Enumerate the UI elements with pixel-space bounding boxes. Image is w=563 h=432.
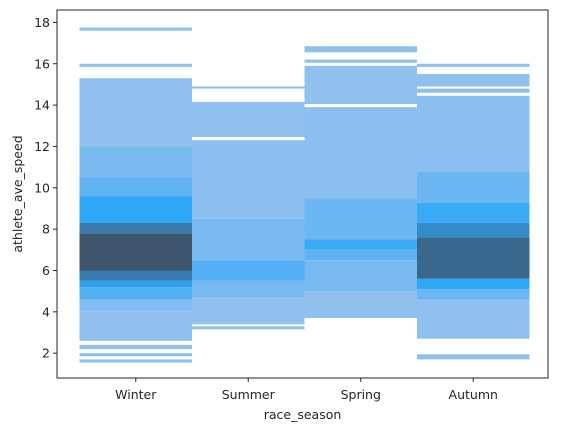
histogram-cell [79, 146, 192, 178]
histogram-cell [79, 222, 192, 234]
histogram-cell [79, 280, 192, 288]
x-tick-label-autumn: Autumn [449, 387, 498, 402]
histogram-cell [192, 102, 305, 138]
histogram-cell [417, 289, 530, 300]
column-spring [304, 46, 417, 319]
histogram-cell [417, 88, 530, 93]
y-axis: 2 4 6 8 10 12 14 16 18 [34, 15, 57, 361]
y-tick-label: 2 [42, 346, 50, 361]
histogram-cell [417, 202, 530, 223]
y-tick-label: 4 [42, 304, 50, 319]
histogram-cell [304, 107, 417, 199]
histogram-cell [417, 74, 530, 87]
x-axis: Winter Summer Spring Autumn [115, 378, 498, 402]
histogram-cell [192, 86, 305, 89]
histogram-cell [304, 198, 417, 240]
y-tick-label: 14 [34, 98, 50, 113]
histogram-cell [417, 222, 530, 238]
y-tick-label: 16 [34, 56, 50, 71]
y-tick-label: 10 [34, 180, 50, 195]
y-tick-label: 8 [42, 222, 50, 237]
histogram-cell [79, 177, 192, 197]
histogram-cell [417, 63, 530, 67]
histogram-cell [417, 171, 530, 203]
histogram-cell [417, 95, 530, 172]
histogram-cell [304, 65, 417, 105]
histogram-cell [417, 354, 530, 360]
histogram-cell [79, 233, 192, 271]
y-tick-label: 18 [34, 15, 50, 30]
histogram-cell [192, 326, 305, 330]
histogram-cell [417, 278, 530, 290]
histogram-cell [79, 311, 192, 341]
column-winter [79, 27, 192, 363]
column-summer [192, 86, 305, 330]
x-tick-label-summer: Summer [222, 387, 276, 402]
histogram-cell [417, 299, 530, 339]
histogram-cell [79, 299, 192, 312]
histogram-cell [192, 280, 305, 298]
histogram-cell [304, 291, 417, 319]
y-tick-label: 6 [42, 263, 50, 278]
plot-area [79, 27, 530, 363]
histogram-cell [79, 63, 192, 67]
histogram-cell [192, 218, 305, 261]
histogram-cell [304, 249, 417, 261]
column-autumn [417, 63, 530, 360]
histogram-cell [304, 59, 417, 63]
histogram-cell [79, 359, 192, 363]
histogram-cell [79, 353, 192, 357]
histogram-cell [304, 260, 417, 292]
histogram-cell [192, 297, 305, 323]
histogram-cell [304, 46, 417, 53]
histogram-cell [192, 322, 305, 325]
histogram-cell [192, 260, 305, 281]
histogram-cell [79, 196, 192, 223]
y-axis-label: athlete_ave_speed [10, 135, 25, 252]
x-axis-label: race_season [264, 407, 342, 422]
histogram-cell [79, 270, 192, 281]
histogram-cell [79, 27, 192, 31]
plot-frame [56, 9, 549, 379]
histogram-cell [192, 140, 305, 219]
histogram-cell [79, 78, 192, 147]
x-tick-label-winter: Winter [115, 387, 157, 402]
histogram-cell [79, 344, 192, 350]
y-tick-label: 12 [34, 139, 50, 154]
histogram-cell [304, 239, 417, 250]
histogram-cell [417, 237, 530, 279]
histogram-cell [79, 287, 192, 300]
x-tick-label-spring: Spring [341, 387, 381, 402]
